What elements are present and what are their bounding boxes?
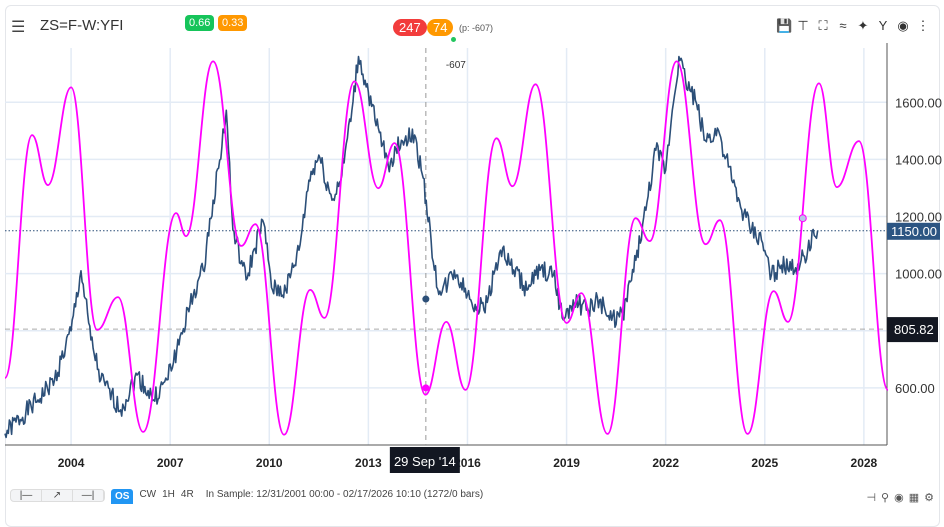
- count-pill-red: 247: [393, 19, 427, 36]
- x-tick-label: 2028: [851, 456, 878, 470]
- symbol-title: ZS=F-W:YFI: [40, 17, 124, 34]
- hamburger-icon[interactable]: ☰: [11, 19, 26, 36]
- x-tick-label: 2019: [553, 456, 580, 470]
- x-tick-label: 2025: [751, 456, 778, 470]
- eye-icon[interactable]: ◉: [897, 18, 909, 33]
- cursor-value-label: -607: [446, 60, 466, 71]
- nav-start-button[interactable]: |—: [11, 490, 42, 501]
- pin-icon[interactable]: ⊤: [797, 18, 809, 33]
- score-badge-green: 0.66: [185, 15, 215, 31]
- ruler-icon[interactable]: ⊣: [866, 492, 877, 504]
- save-icon[interactable]: 💾: [776, 18, 793, 33]
- nav-auto-button[interactable]: ↗: [42, 490, 73, 501]
- marker-price-label: 805.82: [894, 322, 934, 337]
- wave-icon[interactable]: ≈: [839, 18, 847, 33]
- os-tab[interactable]: OS: [111, 489, 134, 504]
- eye-icon[interactable]: ◉: [894, 492, 904, 504]
- magic-icon[interactable]: ✦: [857, 18, 869, 33]
- chart-svg[interactable]: 600.00 1000.00 1200.00 1400.00 1600.00 2004 20…: [0, 0, 944, 501]
- tf-1h[interactable]: 1H: [162, 489, 175, 500]
- y-tick-label: 600.00: [895, 381, 935, 396]
- cursor-date-label-bg: [389, 447, 460, 473]
- score-badge-orange: 0.33: [218, 15, 248, 31]
- search-icon[interactable]: ⚲: [881, 492, 890, 504]
- nav-end-button[interactable]: —|: [73, 490, 104, 501]
- y-tick-label: 1400.00: [895, 152, 942, 167]
- x-tick-label: 2007: [157, 456, 184, 470]
- cycle-cursor-marker: [422, 384, 430, 392]
- period-text: (p: -607): [459, 23, 494, 33]
- cycle-series-line: [4, 60, 889, 436]
- nav-buttons: |— ↗ —|: [10, 489, 105, 502]
- tf-4r[interactable]: 4R: [180, 489, 194, 500]
- bottom-tools: ⊣ ⚲ ◉ ▦ ⚙: [866, 491, 934, 504]
- count-pill-orange: 74: [427, 19, 454, 36]
- toolbar: 💾 ⊤ ⛶ ≈ ✦ Y ◉ ⋮: [776, 18, 930, 34]
- cursor-date-label: 29 Sep '14: [394, 454, 456, 469]
- grid-icon[interactable]: ▦: [908, 492, 920, 504]
- marker-price-label-bg: [887, 317, 938, 343]
- last-price-label-bg: [887, 222, 940, 240]
- settings-icon[interactable]: ⚙: [924, 492, 934, 504]
- y-tick-label: 1200.00: [895, 210, 942, 225]
- x-tick-label: 2004: [58, 456, 85, 470]
- tf-cw[interactable]: CW: [139, 489, 157, 500]
- price-cursor-marker: [422, 295, 430, 303]
- sample-range: In Sample: 12/31/2001 00:00 - 02/17/2026…: [205, 489, 484, 500]
- price-series-line: [4, 55, 819, 439]
- last-price-label: 1150.00: [891, 224, 937, 239]
- cycle-current-marker: [798, 214, 807, 223]
- status-dot: [451, 37, 456, 42]
- x-tick-label: 2010: [256, 456, 283, 470]
- y-tick-label: 1600.00: [895, 95, 942, 110]
- x-tick-label: 2013: [355, 456, 382, 470]
- x-tick-label: 2016: [454, 456, 481, 470]
- y-tick-label: 1000.00: [895, 267, 942, 282]
- more-icon[interactable]: ⋮: [916, 18, 930, 33]
- fork-icon[interactable]: Y: [878, 18, 888, 33]
- bottom-bar: |— ↗ —| OS CW 1H 4R In Sample: 12/31/200…: [10, 489, 484, 504]
- fullscreen-icon[interactable]: ⛶: [818, 18, 828, 33]
- x-tick-label: 2022: [652, 456, 679, 470]
